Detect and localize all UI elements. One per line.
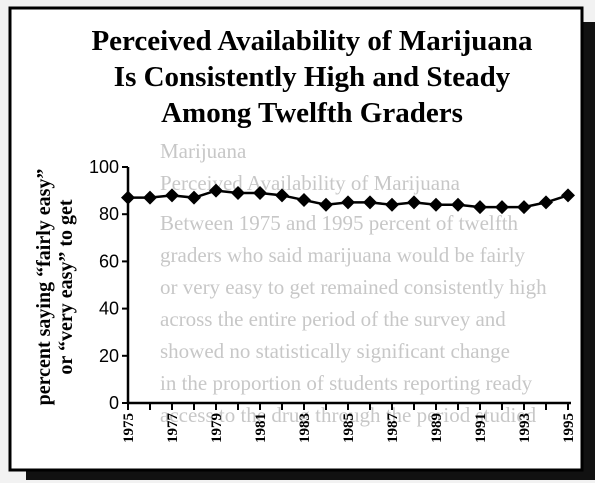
svg-text:or very easy to get remained c: or very easy to get remained consistentl… [160,275,547,299]
x-tick-label: 1989 [429,413,445,443]
x-tick-label: 1993 [517,413,533,443]
data-point-marker [495,200,509,215]
y-tick-label: 60 [99,251,119,271]
svg-text:Marijuana: Marijuana [160,139,247,163]
y-axis-label-line-1: percent saying “fairly easy” [33,169,55,406]
data-point-marker [341,195,355,210]
data-point-marker [429,197,443,212]
data-point-marker [561,188,575,203]
data-point-marker [231,185,245,200]
x-tick-label: 1983 [297,413,313,443]
y-tick-label: 0 [109,393,119,413]
chart-title-line-3: Among Twelfth Graders [161,97,463,129]
chart-title: Perceived Availability of Marijuana Is C… [91,25,533,129]
x-tick-label: 1977 [165,413,181,444]
y-axis-label-line-2: or “very easy” to get [55,199,77,374]
data-point-marker [187,190,201,205]
x-tick-label: 1975 [121,413,137,443]
svg-text:showed no statistically signif: showed no statistically significant chan… [160,339,510,363]
data-series [121,183,575,215]
data-point-marker [517,200,531,215]
data-point-marker [209,183,223,198]
svg-text:across the entire period of th: across the entire period of the survey a… [160,307,506,331]
svg-text:in the proportion of students: in the proportion of students reporting … [160,371,533,395]
x-tick-label: 1991 [473,413,489,443]
chart-title-line-2: Is Consistently High and Steady [114,61,511,93]
data-point-marker [165,188,179,203]
y-tick-label: 80 [99,204,119,224]
data-point-marker [363,195,377,210]
data-point-marker [451,197,465,212]
data-point-marker [297,193,311,208]
data-point-marker [539,195,553,210]
y-tick-label: 40 [99,299,119,319]
data-point-marker [253,185,267,200]
data-point-marker [319,197,333,212]
x-axis-ticks: 1975 1977 1979 1981 1983 1985 1987 1989 1991 1993… [121,403,577,443]
y-axis-ticks: 0 20 40 60 80 100 [89,157,128,413]
chart-panel [8,6,584,472]
svg-text:Between 1975 and 1995 percent: Between 1975 and 1995 percent of twelfth [160,211,519,235]
data-point-marker [385,197,399,212]
y-tick-label: 20 [99,346,119,366]
data-point-marker [473,200,487,215]
y-tick-label: 100 [89,157,119,177]
y-axis-label: percent saying “fairly easy” or “very ea… [33,169,77,406]
svg-text:graders who said marijuana wou: graders who said marijuana would be fair… [160,243,526,267]
x-tick-label: 1981 [253,413,269,443]
data-point-marker [143,190,157,205]
data-point-marker [407,195,421,210]
data-point-marker [275,188,289,203]
x-tick-label: 1987 [385,413,401,444]
svg-text:Perceived Availability of Mari: Perceived Availability of Marijuana [160,171,461,195]
x-tick-label: 1995 [561,413,577,443]
x-tick-label: 1985 [341,413,357,443]
chart-title-line-1: Perceived Availability of Marijuana [91,25,533,57]
data-point-marker [121,190,135,205]
x-tick-label: 1979 [209,413,225,443]
